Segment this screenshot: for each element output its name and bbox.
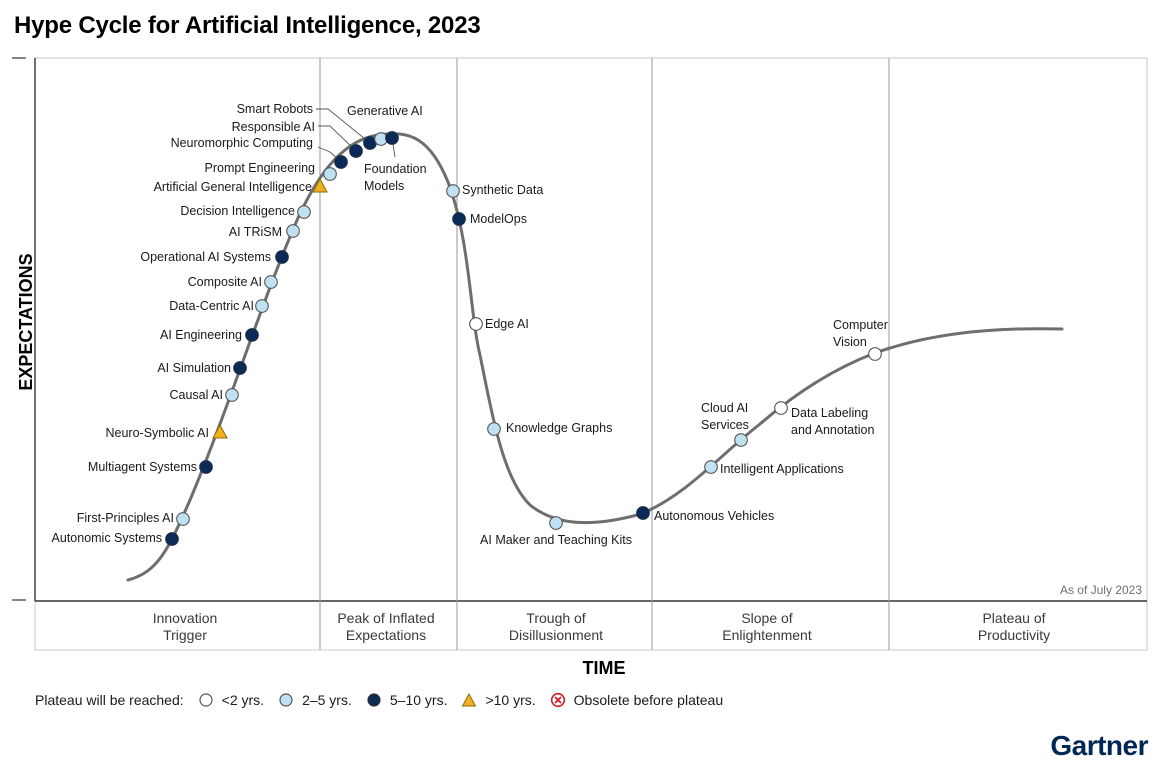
point-label-cloud-ai-services: Cloud AI Services bbox=[701, 401, 749, 432]
marker-synthetic-data bbox=[446, 184, 460, 198]
marker-composite-ai bbox=[264, 275, 278, 289]
marker-prompt-engineering bbox=[323, 167, 337, 181]
marker-neuromorphic-computing bbox=[334, 155, 348, 169]
point-label-knowledge-graphs: Knowledge Graphs bbox=[506, 421, 612, 435]
phase-label-2: Trough of Disillusionment bbox=[509, 610, 603, 643]
point-label-ai-trism: AI TRiSM bbox=[229, 225, 282, 239]
legend-label-gt10: >10 yrs. bbox=[485, 692, 536, 708]
white-circle-icon bbox=[199, 693, 213, 707]
phase-label-3: Slope of Enlightenment bbox=[722, 610, 812, 643]
point-label-generative-ai: Generative AI bbox=[347, 104, 423, 118]
legend-label-2-5: 2–5 yrs. bbox=[302, 692, 352, 708]
point-label-responsible-ai: Responsible AI bbox=[232, 120, 315, 134]
point-label-edge-ai: Edge AI bbox=[485, 317, 529, 331]
point-label-artificial-general-intelligence: Artificial General Intelligence bbox=[154, 180, 312, 194]
legend-item-obsolete: Obsolete before plateau bbox=[550, 692, 723, 708]
x-axis-label: TIME bbox=[583, 658, 626, 678]
point-label-operational-ai-systems: Operational AI Systems bbox=[140, 250, 271, 264]
point-label-causal-ai: Causal AI bbox=[169, 388, 223, 402]
marker-multiagent-systems bbox=[199, 460, 213, 474]
hype-curve-layer bbox=[126, 132, 1064, 582]
point-label-ai-simulation: AI Simulation bbox=[157, 361, 231, 375]
as-of-date: As of July 2023 bbox=[1060, 583, 1142, 597]
point-label-computer-vision: Computer Vision bbox=[833, 318, 888, 349]
point-label-foundation-models: Foundation Models bbox=[364, 162, 427, 193]
point-label-neuro-symbolic-ai: Neuro-Symbolic AI bbox=[105, 426, 209, 440]
marker-ai-simulation bbox=[233, 361, 247, 375]
marker-foundation-models bbox=[385, 131, 399, 145]
point-label-autonomic-systems: Autonomic Systems bbox=[52, 531, 162, 545]
chart-frame bbox=[12, 57, 1148, 651]
marker-data-centric-ai bbox=[255, 299, 269, 313]
marker-layer bbox=[165, 131, 882, 546]
point-label-decision-intelligence: Decision Intelligence bbox=[180, 204, 295, 218]
y-axis-label: EXPECTATIONS bbox=[16, 253, 36, 390]
marker-data-labeling-and-annotation bbox=[774, 401, 788, 415]
legend-item-5-10: 5–10 yrs. bbox=[366, 692, 448, 708]
point-label-autonomous-vehicles: Autonomous Vehicles bbox=[654, 509, 774, 523]
marker-operational-ai-systems bbox=[275, 250, 289, 264]
point-label-neuromorphic-computing: Neuromorphic Computing bbox=[171, 136, 313, 150]
point-label-synthetic-data: Synthetic Data bbox=[462, 183, 543, 197]
marker-autonomic-systems bbox=[165, 532, 179, 546]
phase-label-4: Plateau of Productivity bbox=[978, 610, 1050, 643]
leader-line-responsible-ai bbox=[318, 125, 357, 152]
marker-neuro-symbolic-ai bbox=[212, 423, 228, 439]
hype-curve bbox=[126, 132, 1064, 582]
marker-causal-ai bbox=[225, 388, 239, 402]
legend-prefix: Plateau will be reached: bbox=[35, 692, 184, 708]
marker-computer-vision bbox=[868, 347, 882, 361]
phase-label-0: Innovation Trigger bbox=[153, 610, 218, 643]
label-layer: Autonomic Systems First-Principles AI Mult… bbox=[52, 102, 888, 547]
point-label-prompt-engineering: Prompt Engineering bbox=[205, 161, 316, 175]
legend: Plateau will be reached: <2 yrs. 2–5 yrs… bbox=[35, 690, 723, 710]
marker-first-principles-ai bbox=[176, 512, 190, 526]
point-label-smart-robots: Smart Robots bbox=[237, 102, 313, 116]
point-label-data-labeling-and-annotation: Data Labeling and Annotation bbox=[791, 406, 874, 437]
legend-item-2-5: 2–5 yrs. bbox=[278, 692, 352, 708]
point-label-modelops: ModelOps bbox=[470, 212, 527, 226]
marker-ai-maker-and-teaching-kits bbox=[549, 516, 563, 530]
red-x-circle-icon bbox=[550, 692, 565, 708]
legend-item-lt2: <2 yrs. bbox=[198, 692, 264, 708]
navy-circle-icon bbox=[367, 693, 381, 707]
marker-artificial-general-intelligence bbox=[312, 177, 328, 193]
marker-autonomous-vehicles bbox=[636, 506, 650, 520]
legend-label-5-10: 5–10 yrs. bbox=[389, 692, 448, 708]
marker-decision-intelligence bbox=[297, 205, 311, 219]
page-title: Hype Cycle for Artificial Intelligence, … bbox=[14, 12, 481, 39]
marker-ai-trism bbox=[286, 224, 300, 238]
point-label-multiagent-systems: Multiagent Systems bbox=[88, 460, 197, 474]
gartner-logo: Gartner bbox=[1050, 730, 1148, 761]
point-label-ai-maker-and-teaching-kits: AI Maker and Teaching Kits bbox=[480, 533, 632, 547]
phase-label-layer: Innovation Trigger Peak of Inflated Expecta… bbox=[153, 610, 1050, 643]
marker-knowledge-graphs bbox=[487, 422, 501, 436]
point-label-first-principles-ai: First-Principles AI bbox=[77, 511, 174, 525]
marker-ai-engineering bbox=[245, 328, 259, 342]
legend-item-gt10: >10 yrs. bbox=[461, 692, 536, 708]
marker-cloud-ai-services bbox=[734, 433, 748, 447]
leader-line-smart-robots bbox=[316, 108, 371, 144]
marker-responsible-ai bbox=[349, 144, 363, 158]
point-label-ai-engineering: AI Engineering bbox=[160, 328, 242, 342]
marker-modelops bbox=[452, 212, 466, 226]
marker-intelligent-applications bbox=[704, 460, 718, 474]
legend-label-lt2: <2 yrs. bbox=[221, 692, 265, 708]
point-label-intelligent-applications: Intelligent Applications bbox=[720, 462, 844, 476]
legend-label-obsolete: Obsolete before plateau bbox=[573, 692, 724, 708]
phase-label-1: Peak of Inflated Expectations bbox=[337, 610, 434, 643]
yellow-triangle-icon bbox=[462, 692, 477, 707]
marker-edge-ai bbox=[469, 317, 483, 331]
light-blue-circle-icon bbox=[279, 693, 293, 707]
point-label-composite-ai: Composite AI bbox=[188, 275, 262, 289]
point-label-data-centric-ai: Data-Centric AI bbox=[169, 299, 254, 313]
